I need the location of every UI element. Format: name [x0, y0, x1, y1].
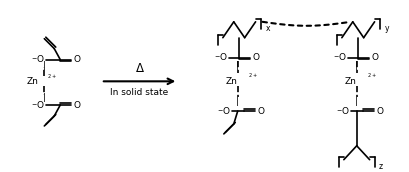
Text: $^{2+}$: $^{2+}$	[47, 73, 57, 79]
Text: O: O	[37, 55, 44, 64]
Text: $^{-}$: $^{-}$	[31, 101, 38, 110]
Text: z: z	[379, 162, 383, 171]
Text: Zn: Zn	[226, 77, 238, 86]
Text: O: O	[253, 53, 260, 62]
Text: Zn: Zn	[27, 77, 38, 86]
Text: $^{2+}$: $^{2+}$	[247, 72, 257, 78]
Text: O: O	[37, 101, 44, 110]
Text: |: |	[43, 93, 46, 102]
Text: O: O	[74, 101, 81, 110]
Text: O: O	[220, 53, 227, 62]
Text: |: |	[355, 61, 358, 70]
Text: |: |	[236, 97, 239, 106]
Text: |: |	[43, 61, 46, 70]
Text: $^{-}$: $^{-}$	[216, 107, 223, 116]
Text: $^{-}$: $^{-}$	[214, 53, 221, 62]
Text: $^{-}$: $^{-}$	[333, 53, 340, 62]
Text: O: O	[372, 53, 379, 62]
Text: O: O	[342, 107, 348, 116]
Text: $^{2+}$: $^{2+}$	[366, 72, 376, 78]
Text: |: |	[355, 97, 358, 106]
Text: y: y	[384, 24, 389, 33]
Text: |: |	[236, 61, 239, 70]
Text: In solid state: In solid state	[110, 88, 169, 97]
Text: O: O	[257, 107, 264, 116]
Text: $^{-}$: $^{-}$	[335, 107, 342, 116]
Text: Zn: Zn	[345, 77, 357, 86]
Text: O: O	[376, 107, 383, 116]
Text: Δ: Δ	[135, 62, 144, 75]
Text: O: O	[222, 107, 229, 116]
Text: x: x	[265, 24, 270, 33]
Text: O: O	[74, 55, 81, 64]
Text: O: O	[339, 53, 346, 62]
Text: $^{-}$: $^{-}$	[31, 55, 38, 64]
